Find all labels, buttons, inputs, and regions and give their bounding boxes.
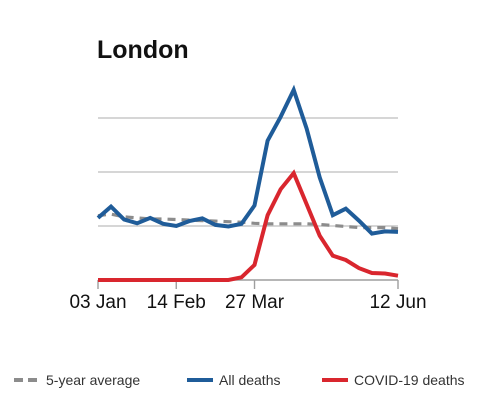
legend-label: 5-year average xyxy=(46,372,140,388)
chart-title: London xyxy=(97,36,189,64)
legend-label: All deaths xyxy=(219,372,280,388)
series-line-all-deaths xyxy=(96,84,399,236)
x-tick-label: 03 Jan xyxy=(69,292,126,313)
x-tick-label: 14 Feb xyxy=(147,292,206,313)
series-layer xyxy=(96,84,399,282)
series-line-covid-19-deaths xyxy=(98,169,399,282)
grid-layer xyxy=(98,117,398,227)
x-tick-label: 27 Mar xyxy=(225,292,285,313)
axis-layer: 03 Jan 14 Feb 27 Mar 12 Jun xyxy=(69,279,427,313)
legend: 5-year average All deaths COVID-19 deaths xyxy=(14,372,465,388)
x-tick-label: 12 Jun xyxy=(369,292,426,313)
legend-label: COVID-19 deaths xyxy=(354,372,465,388)
